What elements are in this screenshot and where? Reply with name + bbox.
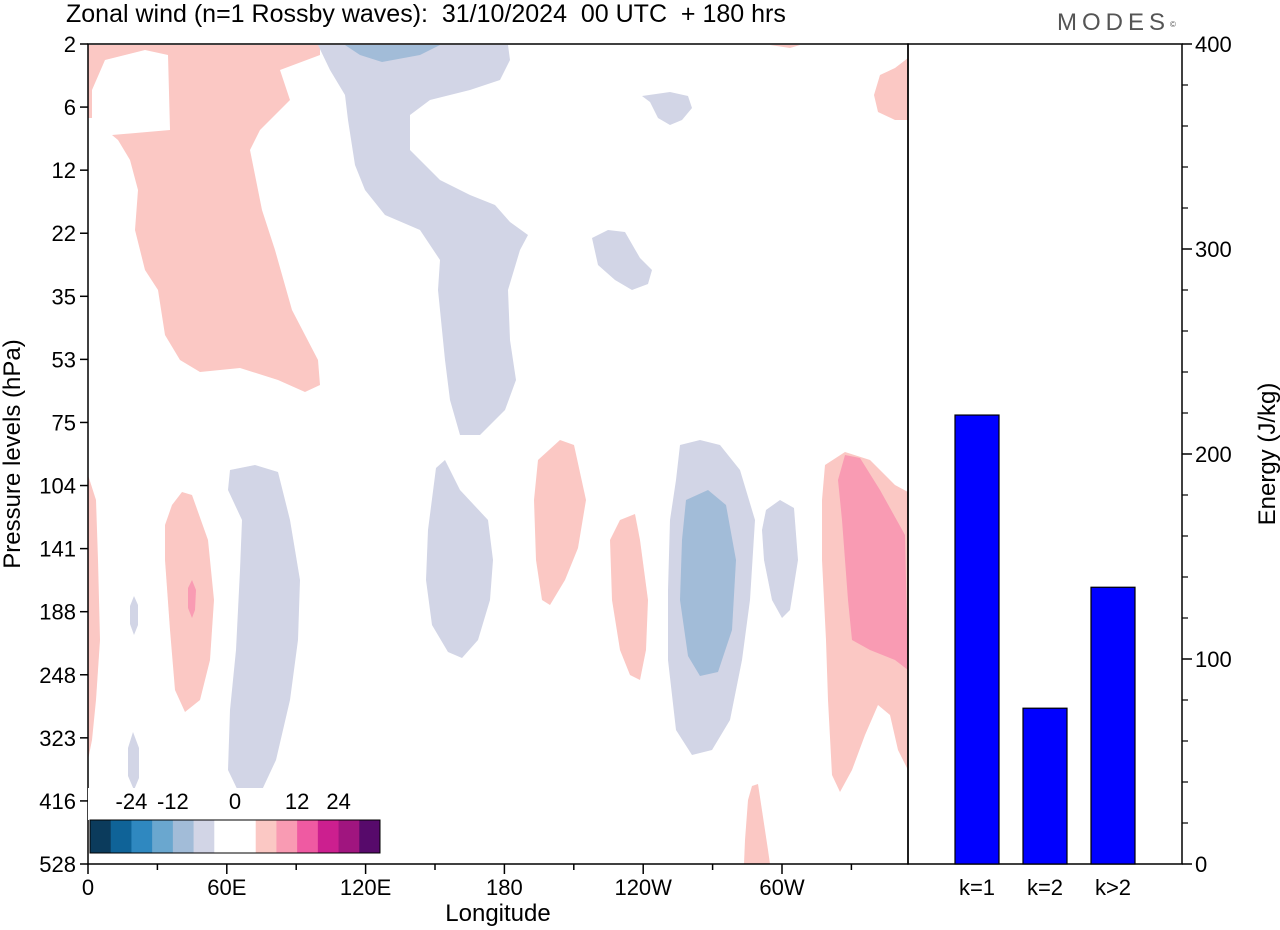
bar-x-axis: k=1 k=2 k>2 bbox=[959, 875, 1131, 900]
colorbar-swatch bbox=[193, 820, 215, 853]
colorbar-swatch bbox=[131, 820, 153, 853]
y-tick-label: 248 bbox=[39, 663, 76, 688]
contour-negative-region bbox=[128, 732, 139, 790]
colorbar-frame bbox=[89, 819, 381, 854]
contour-field bbox=[88, 45, 908, 864]
contour-negative-region bbox=[318, 45, 528, 435]
contour-negative-region bbox=[228, 465, 300, 795]
y-tick-label: 12 bbox=[52, 158, 76, 183]
x-tick-label: 180 bbox=[486, 875, 523, 900]
colorbar-tick-label: 12 bbox=[285, 789, 309, 814]
colorbar-swatch bbox=[338, 820, 360, 853]
bar-y-axis: 0 100 200 300 400 bbox=[1182, 32, 1232, 877]
colorbar-swatch bbox=[297, 820, 319, 853]
bar-y-tick-label: 100 bbox=[1195, 647, 1232, 672]
colorbar-swatch bbox=[172, 820, 195, 853]
contour-positive-region bbox=[744, 784, 770, 864]
contour-negative-region bbox=[762, 500, 798, 618]
chart-title: Zonal wind (n=1 Rossby waves): 31/10/202… bbox=[66, 0, 786, 28]
x-tick-label: 60W bbox=[759, 875, 804, 900]
contour-positive-region bbox=[88, 475, 100, 760]
x-axis-label: Longitude bbox=[445, 900, 550, 927]
bar-2 bbox=[1022, 707, 1068, 865]
contour-negative-core bbox=[345, 45, 440, 62]
colorbar-swatch bbox=[235, 820, 257, 853]
y-tick-label: 75 bbox=[52, 410, 76, 435]
colorbar-swatch bbox=[359, 820, 381, 853]
bar-category-label: k=1 bbox=[959, 875, 995, 900]
x-tick-label: 120E bbox=[340, 875, 391, 900]
contour-positive-region bbox=[88, 45, 320, 392]
y-tick-label: 22 bbox=[52, 221, 76, 246]
y-axis: 2 6 12 22 35 53 75 104 141 188 248 323 416 528 bbox=[39, 32, 88, 877]
contour-negative-core bbox=[680, 490, 736, 676]
y-tick-label: 141 bbox=[39, 537, 76, 562]
brand-copyright-mark: © bbox=[1170, 20, 1176, 29]
bar-y-axis-label: Energy (J/kg) bbox=[1254, 383, 1280, 526]
colorbar-swatch bbox=[110, 820, 132, 853]
colorbar-tick-label: 24 bbox=[326, 789, 350, 814]
contour-negative-region bbox=[642, 92, 692, 125]
y-tick-label: 416 bbox=[39, 789, 76, 814]
y-tick-label: 188 bbox=[39, 600, 76, 625]
contour-negative-region bbox=[592, 230, 652, 290]
colorbar-swatch bbox=[255, 820, 277, 853]
contour-negative-region bbox=[426, 460, 493, 658]
bar-y-tick-label: 200 bbox=[1195, 442, 1232, 467]
y-tick-label: 2 bbox=[64, 32, 76, 57]
x-tick-label: 0 bbox=[82, 875, 94, 900]
bar-series bbox=[954, 414, 1136, 865]
y-tick-label: 53 bbox=[52, 347, 76, 372]
colorbar-swatch bbox=[276, 820, 298, 853]
bar-category-label: k=2 bbox=[1027, 875, 1063, 900]
x-tick-label: 60E bbox=[207, 875, 246, 900]
x-axis: 0 60E 120E 180 120W 60W bbox=[82, 864, 853, 900]
brand-logo: MODES© bbox=[1057, 10, 1176, 36]
y-tick-label: 6 bbox=[64, 95, 76, 120]
contour-positive-core bbox=[188, 580, 196, 618]
colorbar-swatch bbox=[90, 820, 112, 853]
colorbar-swatch bbox=[152, 820, 174, 853]
colorbar-background bbox=[88, 788, 382, 820]
bar-y-tick-label: 300 bbox=[1195, 237, 1232, 262]
bar-y-tick-label: 400 bbox=[1195, 32, 1232, 57]
colorbar-tick-label: -24 bbox=[116, 789, 148, 814]
y-tick-label: 323 bbox=[39, 726, 76, 751]
colorbar-tick-label: -12 bbox=[157, 789, 189, 814]
contour-negative-region bbox=[130, 596, 138, 635]
contour-positive-region bbox=[534, 440, 586, 605]
contour-positive-core bbox=[838, 455, 908, 670]
contour-positive-region bbox=[874, 58, 908, 120]
contour-positive-region bbox=[770, 45, 800, 48]
y-tick-label: 35 bbox=[52, 284, 76, 309]
colorbar-swatch bbox=[317, 820, 340, 853]
contour-positive-region bbox=[610, 514, 648, 680]
y-tick-label: 104 bbox=[39, 474, 76, 499]
colorbar-swatch bbox=[214, 820, 236, 853]
colorbar: -24 -12 0 12 24 bbox=[88, 788, 382, 854]
colorbar-tick-label: 0 bbox=[229, 789, 241, 814]
bar-3 bbox=[1090, 586, 1136, 865]
bar-1 bbox=[954, 414, 1000, 865]
brand-name: MODES bbox=[1057, 9, 1171, 36]
x-tick-label: 120W bbox=[614, 875, 672, 900]
bar-y-tick-label: 0 bbox=[1195, 852, 1207, 877]
y-tick-label: 528 bbox=[39, 852, 76, 877]
bar-category-label: k>2 bbox=[1095, 875, 1131, 900]
y-axis-label: Pressure levels (hPa) bbox=[0, 339, 26, 568]
